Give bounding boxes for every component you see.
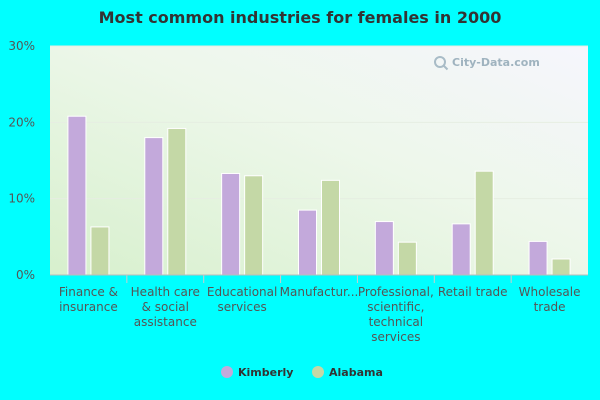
x-category-label: Professional, scientific, technical service… xyxy=(358,285,434,344)
bar-kimberly xyxy=(528,240,548,276)
y-tick-label: 30% xyxy=(8,39,35,53)
x-category-label-line: insurance xyxy=(59,300,118,314)
bar-alabama xyxy=(321,179,340,276)
bar-kimberly xyxy=(144,137,164,276)
legend-swatch-kimberly xyxy=(221,366,233,378)
x-category-label: Manufactur... xyxy=(280,285,359,299)
x-category-label-line: Retail trade xyxy=(438,285,508,299)
chart-title: Most common industries for females in 20… xyxy=(98,8,502,27)
x-category-label-line: Professional, xyxy=(358,285,434,299)
plot-area xyxy=(50,46,588,275)
x-category-label-line: Finance & xyxy=(59,285,118,299)
x-category-label-line: Educational xyxy=(207,285,277,299)
bar-alabama xyxy=(551,258,571,276)
bar-kimberly xyxy=(374,221,394,276)
y-tick-label: 0% xyxy=(16,268,35,282)
y-tick-label: 20% xyxy=(8,115,35,129)
y-axis-ticks: 0% 10% 20% 30% xyxy=(8,39,35,282)
bar-kimberly xyxy=(221,172,241,276)
x-category-label-line: Health care xyxy=(131,285,200,299)
x-category-label: Retail trade xyxy=(438,285,508,299)
bar-kimberly xyxy=(451,223,471,276)
search-icon-handle xyxy=(442,64,449,71)
gridlines xyxy=(50,45,588,200)
bars xyxy=(67,115,571,276)
bar-alabama xyxy=(474,170,494,276)
bar-kimberly xyxy=(67,115,87,276)
x-category-label-line: scientific, xyxy=(367,300,424,314)
x-category-label-line: trade xyxy=(534,300,566,314)
y-tick-label: 10% xyxy=(8,192,35,206)
legend-swatch-alabama xyxy=(312,366,324,378)
search-icon xyxy=(434,56,446,68)
x-category-label: Health care & social assistance xyxy=(131,285,200,329)
x-category-label: Educational services xyxy=(207,285,277,314)
x-category-label-line: services xyxy=(371,330,420,344)
bar-alabama xyxy=(397,241,417,276)
bar-alabama xyxy=(244,175,264,276)
bar-alabama xyxy=(167,127,187,276)
x-category-label-line: technical xyxy=(369,315,424,329)
legend: Kimberly Alabama xyxy=(221,366,383,379)
x-category-label-line: assistance xyxy=(134,315,197,329)
x-category-label-line: & social xyxy=(142,300,189,314)
x-axis-labels: Finance & insurance Health care & social ass… xyxy=(59,275,581,344)
watermark-text: City-Data.com xyxy=(452,56,540,69)
watermark: City-Data.com xyxy=(434,56,540,71)
bar-alabama xyxy=(90,226,110,276)
x-category-label: Finance & insurance xyxy=(59,285,118,314)
x-category-label-line: Manufactur... xyxy=(280,285,359,299)
x-category-label: Wholesale trade xyxy=(519,285,581,314)
bar-kimberly xyxy=(298,209,317,276)
x-category-label-line: services xyxy=(218,300,267,314)
x-category-label-line: Wholesale xyxy=(519,285,581,299)
legend-label: Kimberly xyxy=(238,366,293,379)
legend-label: Alabama xyxy=(329,366,383,379)
